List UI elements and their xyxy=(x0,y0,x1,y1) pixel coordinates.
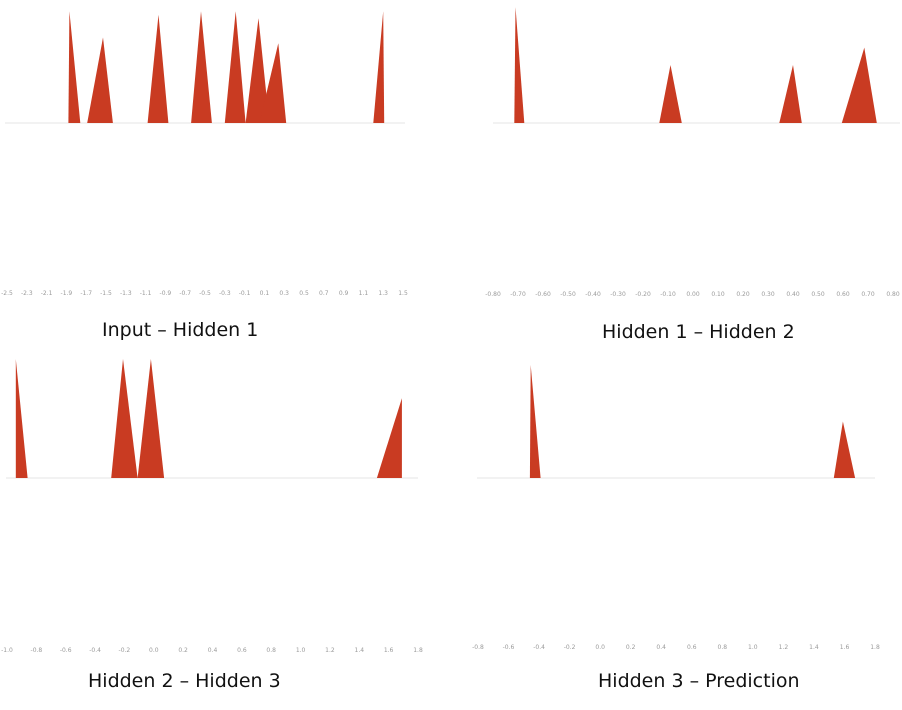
x-tick-label: 0.1 xyxy=(260,290,270,297)
x-tick-label: 1.5 xyxy=(398,290,408,297)
x-tick-label: 0.10 xyxy=(711,291,725,298)
chart-title-input-hidden1: Input – Hidden 1 xyxy=(102,319,259,341)
distribution-peak xyxy=(529,365,541,478)
chart-svg: -2.5 -2.3 -2.1 -1.9 -1.7 -1.5 -1.3 -1.1 -0.9 -0.7… xyxy=(1,11,408,297)
x-tick-label: -2.5 xyxy=(1,290,13,297)
x-tick-label: -0.3 xyxy=(219,290,231,297)
x-tick-label: 1.4 xyxy=(355,647,365,654)
x-tick-label: 1.0 xyxy=(748,644,758,651)
chart-title-hidden3-prediction: Hidden 3 – Prediction xyxy=(598,670,800,692)
x-tick-label: 0.0 xyxy=(595,644,605,651)
distribution-peak xyxy=(15,359,28,478)
x-tick-label: -2.1 xyxy=(41,290,53,297)
distribution-peak xyxy=(659,65,682,123)
x-tick-label: 0.0 xyxy=(149,647,159,654)
chart-panel-hidden2-hidden3: -1.0 -0.8 -0.6 -0.4 -0.2 0.0 0.2 0.4 0.6 0.8 1.0 1.… xyxy=(0,355,430,660)
x-tick-label: -1.9 xyxy=(61,290,73,297)
x-tick-label: -2.3 xyxy=(21,290,33,297)
distribution-peak xyxy=(137,359,165,478)
x-tick-label: 1.2 xyxy=(779,644,789,651)
x-tick-label: -0.2 xyxy=(564,644,576,651)
x-tick-label: -0.8 xyxy=(31,647,43,654)
chart-title-hidden2-hidden3: Hidden 2 – Hidden 3 xyxy=(88,670,281,692)
x-tick-label: 1.6 xyxy=(384,647,394,654)
x-tick-label: 0.2 xyxy=(178,647,188,654)
distribution-peak xyxy=(224,11,246,123)
distribution-peak xyxy=(514,7,525,123)
x-tick-label: 0.40 xyxy=(786,291,800,298)
x-tick-label: 1.1 xyxy=(359,290,369,297)
chart-title-hidden1-hidden2: Hidden 1 – Hidden 2 xyxy=(602,321,795,343)
x-tick-label: 0.30 xyxy=(761,291,775,298)
x-tick-label: 0.00 xyxy=(686,291,700,298)
chart-panel-input-hidden1: -2.5 -2.3 -2.1 -1.9 -1.7 -1.5 -1.3 -1.1 -0.9 -0.7… xyxy=(0,0,420,300)
distribution-peak xyxy=(87,37,113,123)
distribution-peak xyxy=(111,359,138,478)
x-tick-label: -0.80 xyxy=(485,291,501,298)
x-tick-label: 0.4 xyxy=(656,644,666,651)
x-tick-label: 0.50 xyxy=(811,291,825,298)
x-tick-label: 0.5 xyxy=(299,290,309,297)
x-tick-label: 1.8 xyxy=(413,647,423,654)
distribution-peak xyxy=(259,43,287,124)
x-tick-label: 0.60 xyxy=(836,291,850,298)
x-tick-label: -0.50 xyxy=(560,291,576,298)
x-tick-label: -0.5 xyxy=(199,290,211,297)
x-tick-label: -0.10 xyxy=(660,291,676,298)
x-tick-label: -0.70 xyxy=(510,291,526,298)
distribution-peak xyxy=(191,11,212,123)
x-tick-label: 0.20 xyxy=(736,291,750,298)
distribution-peak xyxy=(373,11,385,123)
x-tick-label: 1.8 xyxy=(870,644,880,651)
chart-panel-hidden3-prediction: -0.8 -0.6 -0.4 -0.2 0.0 0.2 0.4 0.6 0.8 1.0 1.2 1.4… xyxy=(470,355,900,660)
distribution-peak xyxy=(147,14,169,124)
chart-svg: -1.0 -0.8 -0.6 -0.4 -0.2 0.0 0.2 0.4 0.6 0.8 1.0 1.… xyxy=(1,359,423,654)
x-tick-label: -0.6 xyxy=(503,644,515,651)
distribution-peak xyxy=(779,65,802,123)
x-tick-label: 0.9 xyxy=(339,290,349,297)
x-tick-label: 0.6 xyxy=(687,644,697,651)
x-tick-label: 0.8 xyxy=(266,647,276,654)
x-tick-label: 0.8 xyxy=(718,644,728,651)
distribution-peak xyxy=(841,47,877,123)
x-tick-label: 0.3 xyxy=(279,290,289,297)
x-tick-label: 0.80 xyxy=(886,291,900,298)
chart-svg: -0.80 -0.70 -0.60 -0.50 -0.40 -0.30 -0.20 -0.10… xyxy=(485,7,900,298)
x-tick-label: -0.40 xyxy=(585,291,601,298)
x-tick-label: -1.5 xyxy=(100,290,112,297)
chart-panel-hidden1-hidden2: -0.80 -0.70 -0.60 -0.50 -0.40 -0.30 -0.20 -0.10… xyxy=(480,0,902,300)
x-tick-label: 0.4 xyxy=(208,647,218,654)
x-tick-label: -0.4 xyxy=(533,644,545,651)
x-tick-label: 0.2 xyxy=(626,644,636,651)
x-tick-label: 0.7 xyxy=(319,290,329,297)
distribution-peak xyxy=(68,11,81,123)
x-tick-label: -1.0 xyxy=(1,647,13,654)
x-tick-label: -1.7 xyxy=(80,290,92,297)
x-tick-label: -0.6 xyxy=(60,647,72,654)
x-tick-label: -0.9 xyxy=(160,290,172,297)
x-tick-label: -0.8 xyxy=(472,644,484,651)
x-tick-label: 0.6 xyxy=(237,647,247,654)
x-tick-label: -0.20 xyxy=(635,291,651,298)
x-tick-label: -1.1 xyxy=(140,290,152,297)
x-tick-label: 1.4 xyxy=(809,644,819,651)
x-tick-label: -0.30 xyxy=(610,291,626,298)
distribution-peak xyxy=(833,421,856,478)
x-tick-label: -1.3 xyxy=(120,290,132,297)
x-tick-label: -0.2 xyxy=(119,647,131,654)
x-tick-label: -0.1 xyxy=(239,290,251,297)
x-tick-label: -0.4 xyxy=(89,647,101,654)
x-tick-label: 0.70 xyxy=(861,291,875,298)
x-tick-label: 1.2 xyxy=(325,647,335,654)
x-tick-label: -0.7 xyxy=(179,290,191,297)
x-tick-label: 1.0 xyxy=(296,647,306,654)
distribution-peak xyxy=(376,398,402,478)
x-tick-label: 1.3 xyxy=(378,290,388,297)
x-tick-label: -0.60 xyxy=(535,291,551,298)
chart-svg: -0.8 -0.6 -0.4 -0.2 0.0 0.2 0.4 0.6 0.8 1.0 1.2 1.4… xyxy=(472,365,880,651)
x-tick-label: 1.6 xyxy=(840,644,850,651)
distribution-peak xyxy=(245,18,270,124)
